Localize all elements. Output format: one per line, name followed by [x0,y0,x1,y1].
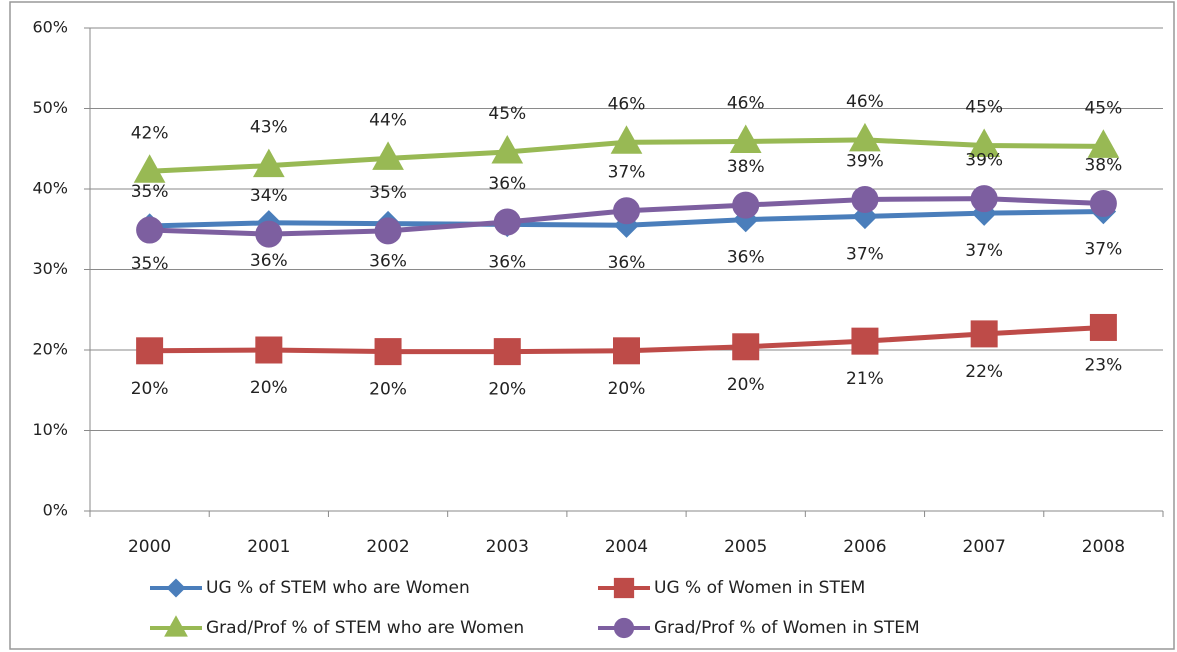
x-tick-label: 2008 [1082,537,1125,557]
data-label: 36% [488,252,526,272]
marker [849,122,881,152]
marker [613,197,640,225]
x-tick-label: 2006 [843,537,886,557]
marker [491,134,524,164]
legend-marker [613,577,635,599]
marker [851,327,879,355]
marker [255,220,283,248]
data-label: 37% [965,241,1003,261]
data-label: 44% [369,110,407,130]
data-label: 37% [608,163,646,183]
data-label: 38% [727,157,765,177]
data-label: 37% [1084,240,1122,260]
legend-label: UG % of STEM who are Women [206,578,470,598]
data-label: 36% [488,174,526,194]
y-tick-label: 60% [32,18,68,37]
marker [968,128,1001,158]
legend-label: UG % of Women in STEM [654,578,865,598]
x-tick-label: 2005 [724,537,767,557]
data-label: 20% [727,375,765,395]
data-label: 45% [965,98,1003,118]
data-label: 35% [131,182,169,202]
marker [493,338,521,366]
marker [1087,129,1120,158]
data-label: 20% [131,379,169,399]
marker [1089,189,1117,217]
legend-marker [164,615,188,637]
data-label: 36% [727,248,765,268]
data-label: 23% [1084,355,1122,375]
x-tick-label: 2000 [128,537,171,557]
chart-frame [9,1,1175,650]
legend-label: Grad/Prof % of Women in STEM [654,618,920,638]
data-label: 22% [965,362,1003,382]
marker [255,336,283,364]
y-tick-label: 30% [32,259,68,278]
x-tick-label: 2003 [486,537,529,557]
data-label: 45% [1084,98,1122,118]
marker [729,124,762,154]
marker [851,185,879,213]
y-tick-label: 0% [43,501,68,520]
data-label: 20% [608,379,646,399]
x-tick-label: 2007 [963,537,1006,557]
data-label: 20% [369,380,407,400]
legend-marker [613,617,635,639]
marker [374,338,402,366]
data-label: 46% [727,94,765,114]
marker [970,320,998,348]
data-label: 46% [846,92,884,112]
data-label: 34% [250,186,288,206]
legend-marker [166,578,186,598]
x-tick-label: 2004 [605,537,648,557]
marker [970,185,998,213]
y-tick-label: 50% [32,98,68,117]
x-tick-label: 2001 [247,537,290,557]
data-label: 37% [846,244,884,264]
marker [136,337,164,365]
marker [732,191,760,219]
y-tick-label: 40% [32,179,68,198]
data-label: 42% [131,123,169,143]
data-label: 45% [488,104,526,124]
data-label: 20% [488,380,526,400]
marker [610,125,643,154]
legend-label: Grad/Prof % of STEM who are Women [206,618,524,638]
marker [1089,313,1117,341]
data-label: 35% [369,183,407,203]
data-label: 46% [608,94,646,114]
marker [613,337,640,365]
marker [374,217,402,245]
marker [372,141,404,170]
data-label: 43% [250,118,288,138]
marker [493,208,521,236]
data-label: 20% [250,378,288,398]
marker [133,154,166,183]
data-label: 35% [131,254,169,274]
marker [732,333,760,361]
y-tick-label: 10% [32,420,68,439]
data-label: 36% [608,253,646,273]
data-label: 38% [1084,155,1122,175]
marker [252,148,285,178]
marker [136,216,164,244]
data-label: 39% [965,151,1003,171]
data-label: 36% [250,251,288,271]
y-tick-label: 20% [32,340,68,359]
data-label: 21% [846,369,884,389]
x-tick-label: 2002 [366,537,409,557]
data-label: 39% [846,151,884,171]
data-label: 36% [369,252,407,272]
